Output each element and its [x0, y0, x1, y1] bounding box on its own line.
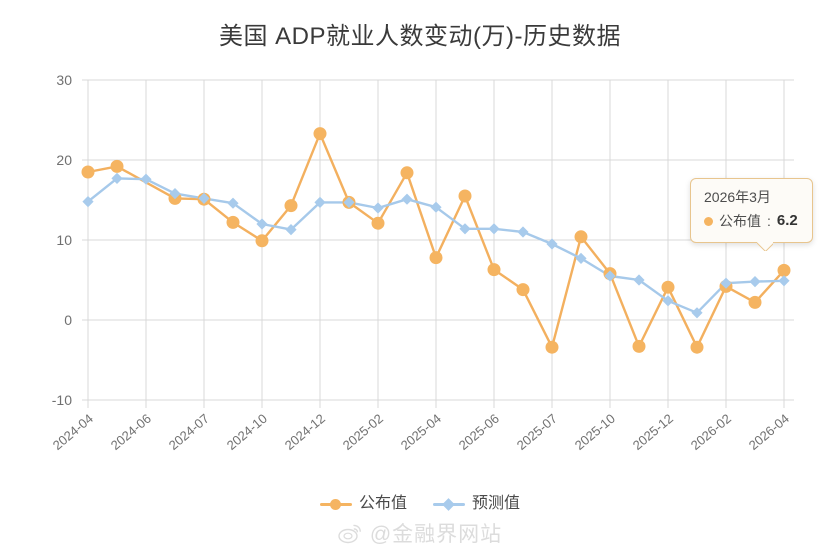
chart-title: 美国 ADP就业人数变动(万)-历史数据 [219, 23, 621, 50]
data-point-actual[interactable] [487, 263, 501, 277]
data-point-forecast[interactable] [401, 193, 413, 205]
data-point-forecast[interactable] [430, 201, 442, 213]
data-point-forecast[interactable] [575, 252, 587, 264]
data-point-actual[interactable] [226, 215, 240, 229]
weibo-icon [338, 524, 361, 543]
y-tick-label: 0 [64, 312, 72, 328]
data-point-forecast[interactable] [285, 224, 297, 236]
data-point-forecast[interactable] [227, 197, 239, 209]
chart-legend: 公布值 预测值 [0, 496, 840, 512]
x-tick-label: 2024-12 [282, 411, 328, 453]
data-point-actual[interactable] [661, 280, 675, 294]
data-point-actual[interactable] [255, 234, 269, 248]
legend-label-forecast: 预测值 [472, 495, 521, 512]
data-point-forecast[interactable] [604, 270, 616, 282]
y-tick-label: 30 [56, 72, 72, 88]
x-tick-label: 2025-07 [514, 411, 560, 453]
tooltip-separator: : [767, 212, 771, 229]
data-point-forecast[interactable] [517, 226, 529, 238]
tooltip-value: 6.2 [776, 212, 798, 229]
data-point-actual[interactable] [110, 159, 124, 173]
data-point-forecast[interactable] [169, 188, 181, 200]
data-point-actual[interactable] [574, 230, 588, 244]
chart-series-markers[interactable] [81, 127, 791, 354]
data-point-forecast[interactable] [749, 276, 761, 288]
data-point-actual[interactable] [458, 189, 472, 203]
legend-item-forecast[interactable]: 预测值 [433, 496, 520, 512]
tooltip-series-name: 公布值 [719, 212, 761, 229]
data-point-actual[interactable] [371, 216, 385, 230]
data-point-forecast[interactable] [488, 223, 500, 235]
x-tick-label: 2025-04 [398, 411, 444, 453]
data-point-forecast[interactable] [314, 196, 326, 208]
data-point-actual[interactable] [81, 165, 95, 179]
tooltip-arrow-icon [757, 242, 773, 251]
y-tick-label: -10 [52, 392, 72, 408]
tooltip-value-row: 公布值 : 6.2 [704, 210, 798, 233]
data-point-actual[interactable] [632, 339, 646, 353]
data-point-forecast[interactable] [546, 238, 558, 250]
x-tick-label: 2024-04 [50, 411, 96, 453]
data-point-forecast[interactable] [778, 275, 790, 287]
data-point-forecast[interactable] [372, 202, 384, 214]
data-point-forecast[interactable] [140, 173, 152, 185]
legend-swatch-circle-icon [319, 498, 352, 510]
data-point-forecast[interactable] [720, 277, 732, 289]
y-axis-tick-labels: 30 20 10 0 -10 [52, 72, 72, 408]
x-tick-label: 2025-12 [630, 411, 676, 453]
x-tick-label: 2025-10 [572, 411, 618, 453]
data-point-actual[interactable] [777, 263, 791, 277]
data-point-actual[interactable] [313, 127, 327, 141]
data-point-actual[interactable] [516, 283, 530, 297]
x-tick-label: 2026-04 [746, 411, 792, 453]
data-point-actual[interactable] [748, 295, 762, 309]
tooltip-series-dot-icon [704, 216, 713, 226]
data-point-forecast[interactable] [111, 172, 123, 184]
y-tick-label: 10 [56, 232, 72, 248]
data-point-actual[interactable] [545, 340, 559, 354]
chart-gridlines [82, 79, 794, 408]
x-axis-tick-labels: 2024-04 2024-06 2024-07 2024-10 2024-12 2025-… [50, 411, 792, 453]
data-point-actual[interactable] [690, 340, 704, 354]
chart-tooltip: 2026年3月 公布值 : 6.2 [690, 178, 813, 243]
legend-swatch-diamond-icon [433, 498, 465, 511]
data-point-forecast[interactable] [691, 307, 703, 319]
x-tick-label: 2025-06 [456, 411, 502, 453]
data-point-forecast[interactable] [459, 223, 471, 235]
legend-label-actual: 公布值 [358, 495, 407, 512]
y-tick-label: 20 [56, 152, 72, 168]
data-point-forecast[interactable] [198, 192, 210, 204]
data-point-forecast[interactable] [633, 274, 645, 286]
x-tick-label: 2024-06 [108, 411, 154, 453]
watermark: @金融界网站 [0, 518, 840, 548]
data-point-forecast[interactable] [256, 218, 268, 230]
data-point-actual[interactable] [429, 251, 443, 265]
legend-item-actual[interactable]: 公布值 [319, 495, 407, 512]
x-tick-label: 2026-02 [688, 411, 734, 453]
x-tick-label: 2024-10 [224, 411, 270, 453]
data-point-forecast[interactable] [343, 196, 355, 208]
data-point-actual[interactable] [400, 166, 414, 180]
data-point-forecast[interactable] [662, 295, 674, 307]
data-point-actual[interactable] [284, 199, 298, 213]
x-tick-label: 2024-07 [166, 411, 212, 453]
data-point-forecast[interactable] [82, 196, 94, 208]
x-tick-label: 2025-02 [340, 411, 386, 453]
watermark-text: @金融界网站 [369, 523, 503, 546]
tooltip-date: 2026年3月 [704, 189, 771, 205]
